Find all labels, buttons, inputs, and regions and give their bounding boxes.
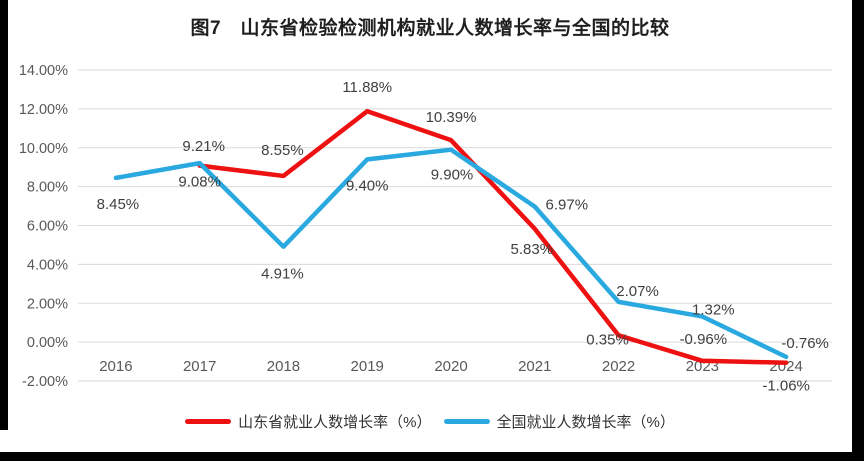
data-label: 11.88%	[342, 79, 392, 96]
x-axis-tick-label: 2020	[434, 358, 467, 375]
frame-bottom-bar	[0, 452, 864, 461]
frame-left-bar	[0, 0, 8, 430]
data-label: 8.45%	[97, 196, 140, 213]
y-axis-tick-label: 12.00%	[19, 102, 68, 118]
data-label: 5.83%	[511, 241, 554, 258]
series-national-line	[113, 147, 789, 360]
data-label: -0.76%	[781, 335, 829, 352]
data-label: -0.96%	[680, 331, 728, 348]
data-label: 9.90%	[431, 167, 474, 184]
legend-swatch-shandong-line	[185, 418, 232, 424]
data-label: 9.21%	[182, 138, 225, 155]
legend-item-shandong: 山东省就业人数增长率（%）	[185, 411, 432, 432]
x-axis-tick-label: 2021	[518, 358, 551, 375]
legend-label-shandong: 山东省就业人数增长率（%）	[238, 413, 432, 431]
legend-label-national: 全国就业人数增长率（%）	[496, 413, 675, 431]
x-axis-tick-label: 2016	[99, 358, 132, 375]
y-axis-tick-label: 8.00%	[27, 180, 68, 196]
legend-item-national: 全国就业人数增长率（%）	[443, 411, 675, 432]
x-axis-tick-label: 2022	[602, 358, 635, 375]
data-label: 6.97%	[546, 197, 589, 214]
y-axis-tick-label: 14.00%	[19, 63, 68, 79]
y-axis-tick-label: 4.00%	[27, 257, 68, 273]
x-axis-tick-label: 2019	[351, 358, 384, 375]
y-axis-tick-label: 2.00%	[27, 296, 68, 312]
frame-right-bar	[852, 0, 864, 461]
data-label: 2.07%	[616, 283, 659, 300]
data-label: -1.06%	[762, 378, 810, 395]
chart-legend: 山东省就业人数增长率（%） 全国就业人数增长率（%）	[8, 410, 852, 432]
data-label: 4.91%	[261, 266, 304, 283]
y-axis-tick-label: 6.00%	[27, 219, 68, 235]
data-label: 8.55%	[261, 142, 304, 159]
y-axis-tick-label: 0.00%	[27, 335, 68, 351]
y-axis-tick-label: -2.00%	[22, 374, 68, 390]
chart-title: 图7 山东省检验检测机构就业人数增长率与全国的比较	[190, 18, 670, 39]
y-axis-tick-label: 10.00%	[19, 141, 68, 157]
data-label: 9.08%	[178, 174, 221, 191]
legend-swatch-national-line	[443, 418, 490, 424]
data-label: 9.40%	[346, 177, 389, 194]
data-label: 10.39%	[426, 109, 477, 126]
x-axis-tick-label: 2018	[267, 358, 300, 375]
data-label: 0.35%	[586, 331, 629, 348]
x-axis-tick-label: 2017	[183, 358, 216, 375]
data-label: 1.32%	[692, 301, 735, 318]
series-shandong-line	[197, 108, 789, 365]
